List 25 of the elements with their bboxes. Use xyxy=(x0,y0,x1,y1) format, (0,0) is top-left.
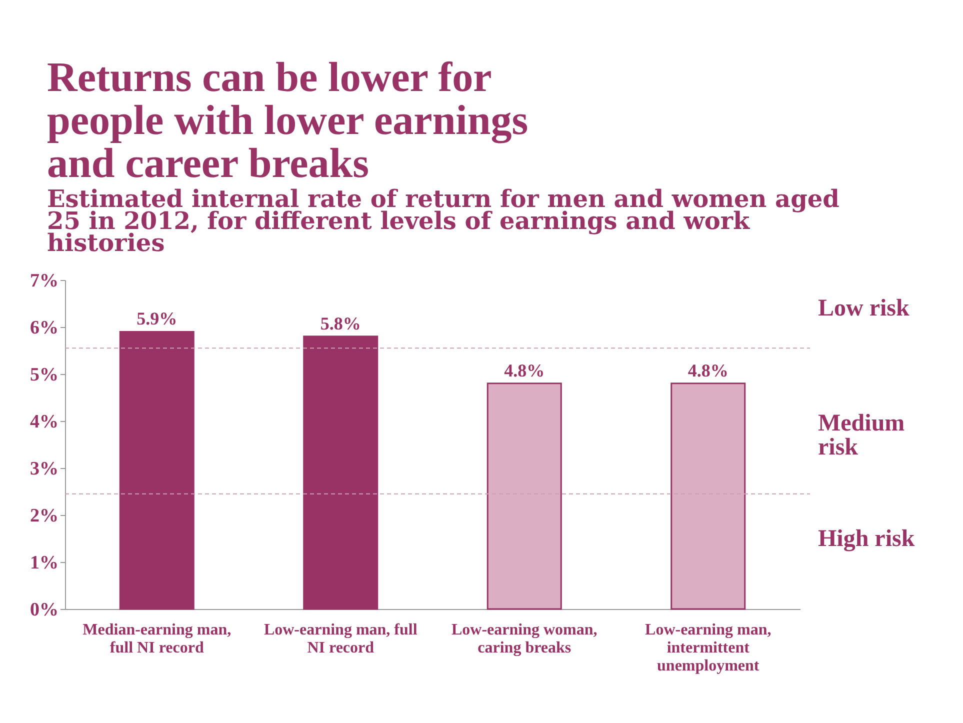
text: High risk xyxy=(818,526,916,552)
y-tick-label: 2% xyxy=(30,506,58,526)
bar xyxy=(303,336,378,610)
y-tick-label: 7% xyxy=(30,270,58,292)
bar xyxy=(670,382,746,610)
bar xyxy=(486,382,562,610)
chart-title: Returns can be lower for people with lower earnings and career breaks xyxy=(47,55,528,187)
bar xyxy=(119,330,194,610)
data-label: 4.8% xyxy=(688,360,728,380)
y-tick-label: 4% xyxy=(30,412,58,432)
chart-subtitle: Estimated internal rate of return for men and women aged 25 in 2012, for different levels of earnings and work histories xyxy=(47,184,840,257)
x-tick-label: Low-earning woman, caring breaks xyxy=(451,622,598,656)
y-tick-label: 5% xyxy=(30,364,58,386)
x-tick-label: Median-earning man, full NI record xyxy=(82,622,232,656)
y-tick-label: 1% xyxy=(30,552,58,574)
data-label: 5.9% xyxy=(136,308,178,329)
data-label: 4.8% xyxy=(504,360,545,380)
y-tick-label: 0% xyxy=(30,600,58,620)
data-label: 5.8% xyxy=(320,313,361,334)
y-tick-label: 6% xyxy=(30,318,58,338)
text: Low risk xyxy=(818,295,910,322)
x-tick-label: Low-earning man, full NI record xyxy=(264,622,418,656)
x-tick-label: Low-earning man, intermittent unemployment xyxy=(645,622,772,674)
y-tick-label: 3% xyxy=(30,458,58,480)
text: Medium risk xyxy=(818,410,905,461)
